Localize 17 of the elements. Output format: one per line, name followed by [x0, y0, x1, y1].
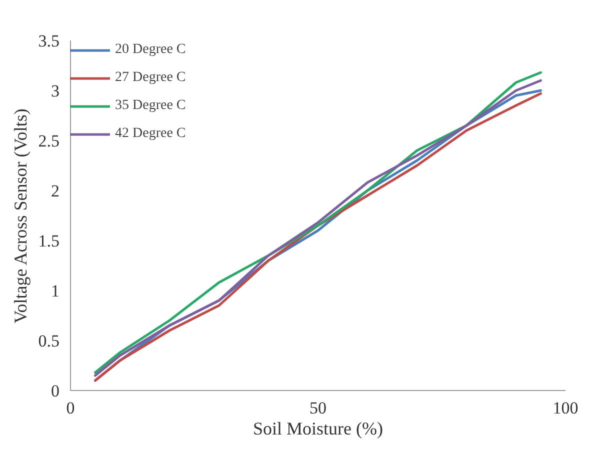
legend-label: 35 Degree C: [115, 98, 186, 114]
y-tick-label: 1.5: [38, 232, 60, 250]
y-tick-label: 3: [51, 82, 60, 100]
x-tick-label: 100: [552, 398, 578, 418]
y-tick-label: 2: [51, 182, 60, 200]
legend-label: 27 Degree C: [115, 70, 186, 86]
y-tick-label: 0: [51, 382, 60, 400]
y-tick-label: 2.5: [38, 132, 60, 150]
legend-label: 20 Degree C: [115, 42, 186, 58]
y-tick-label: 3.5: [38, 32, 60, 50]
y-tick-label: 0.5: [38, 332, 60, 350]
x-tick-label: 50: [310, 398, 326, 418]
x-axis-title: Soil Moisture (%): [253, 418, 384, 438]
y-tick-label: 1: [51, 282, 60, 300]
y-axis-title: Voltage Across Sensor (Volts): [10, 108, 30, 324]
legend-label: 42 Degree C: [115, 126, 186, 142]
x-tick-label: 0: [66, 398, 75, 418]
